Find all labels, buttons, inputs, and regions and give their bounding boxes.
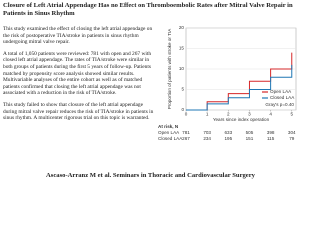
- at-risk-title: At risk, N: [158, 124, 179, 129]
- at-risk-value: 79: [289, 136, 295, 141]
- at-risk-value: 505: [246, 130, 254, 135]
- x-tick-label: 1: [206, 112, 209, 117]
- y-tick-label: 0: [181, 107, 184, 112]
- y-tick-label: 10: [179, 66, 185, 71]
- x-tick-label: 5: [290, 112, 293, 117]
- graphical-abstract: Closure of Left Atrial Appendage Has no …: [3, 2, 297, 179]
- title: Closure of Left Atrial Appendage Has no …: [3, 2, 293, 17]
- at-risk-name: Open LAA: [158, 130, 180, 135]
- legend-label: Closed LAA: [270, 95, 295, 100]
- x-axis-label: Years since index operation: [213, 117, 270, 122]
- at-risk-value: 398: [267, 130, 275, 135]
- x-tick-label: 3: [248, 112, 251, 117]
- footer: Ascaso-Arranz M et al. Seminars in Thora…: [46, 172, 255, 179]
- y-tick-label: 15: [179, 46, 185, 51]
- at-risk-name: Closed LAA: [158, 136, 183, 141]
- y-tick-label: 5: [181, 87, 184, 92]
- annotation: Gray's p=0.40: [265, 102, 294, 107]
- x-tick-label: 0: [185, 112, 188, 117]
- at-risk-value: 195: [224, 136, 232, 141]
- legend-label: Open LAA: [270, 89, 292, 94]
- paragraph: This study examined the effect of closin…: [3, 26, 153, 46]
- x-tick-label: 2: [227, 112, 230, 117]
- at-risk-value: 781: [182, 130, 190, 135]
- at-risk-value: 703: [203, 130, 211, 135]
- at-risk-value: 304: [288, 130, 296, 135]
- paragraph: A total of 1,050 patients were reviewed:…: [3, 50, 152, 97]
- at-risk-value: 115: [267, 136, 275, 141]
- y-tick-label: 20: [179, 25, 185, 30]
- at-risk-value: 267: [182, 136, 190, 141]
- km-curve: [186, 64, 293, 111]
- y-axis-label: Proportion of patients with stroke or TI…: [167, 28, 172, 110]
- summary: This study examined the effect of closin…: [3, 26, 155, 127]
- x-tick-label: 4: [269, 112, 272, 117]
- paragraph: This study failed to show that closure o…: [3, 101, 154, 122]
- at-risk-value: 633: [224, 130, 232, 135]
- at-risk-value: 151: [246, 136, 254, 141]
- at-risk-value: 234: [203, 136, 211, 141]
